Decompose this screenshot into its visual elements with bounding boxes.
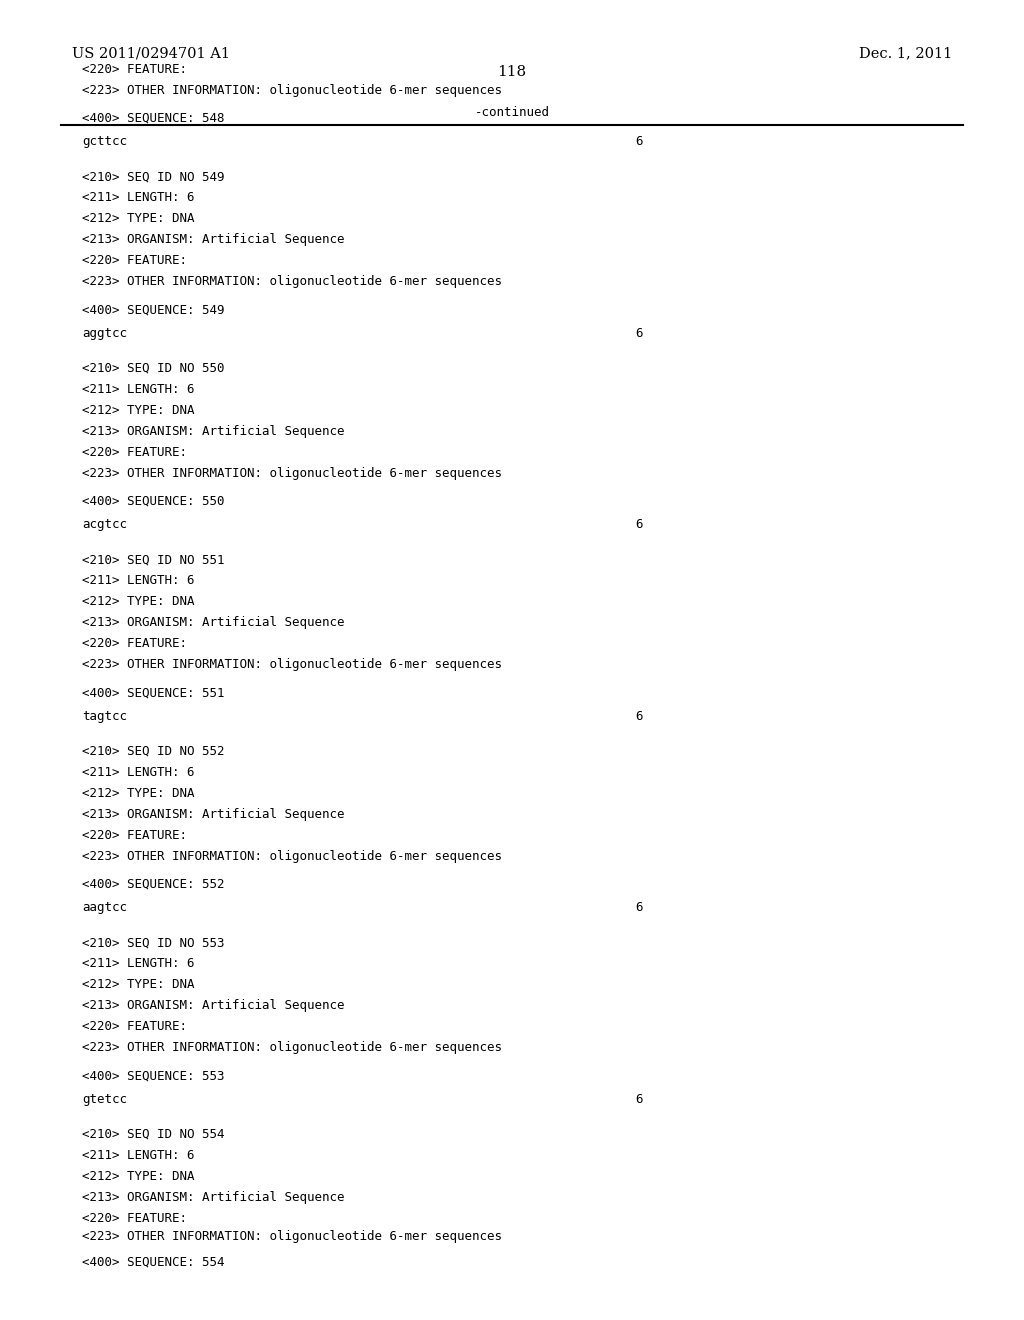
Text: gtetcc: gtetcc [82, 1093, 127, 1106]
Text: <220> FEATURE:: <220> FEATURE: [82, 1020, 187, 1034]
Text: <223> OTHER INFORMATION: oligonucleotide 6-mer sequences: <223> OTHER INFORMATION: oligonucleotide… [82, 275, 502, 288]
Text: <223> OTHER INFORMATION: oligonucleotide 6-mer sequences: <223> OTHER INFORMATION: oligonucleotide… [82, 1041, 502, 1055]
Text: <210> SEQ ID NO 551: <210> SEQ ID NO 551 [82, 553, 224, 566]
Text: 118: 118 [498, 65, 526, 79]
Text: <400> SEQUENCE: 549: <400> SEQUENCE: 549 [82, 304, 224, 315]
Text: <223> OTHER INFORMATION: oligonucleotide 6-mer sequences: <223> OTHER INFORMATION: oligonucleotide… [82, 467, 502, 479]
Text: <210> SEQ ID NO 552: <210> SEQ ID NO 552 [82, 744, 224, 758]
Text: <220> FEATURE:: <220> FEATURE: [82, 255, 187, 267]
Text: <210> SEQ ID NO 553: <210> SEQ ID NO 553 [82, 936, 224, 949]
Text: <211> LENGTH: 6: <211> LENGTH: 6 [82, 383, 195, 396]
Text: 6: 6 [635, 136, 642, 148]
Text: US 2011/0294701 A1: US 2011/0294701 A1 [72, 46, 229, 61]
Text: <213> ORGANISM: Artificial Sequence: <213> ORGANISM: Artificial Sequence [82, 808, 344, 821]
Text: aggtcc: aggtcc [82, 327, 127, 339]
Text: <212> TYPE: DNA: <212> TYPE: DNA [82, 213, 195, 226]
Text: <212> TYPE: DNA: <212> TYPE: DNA [82, 595, 195, 609]
Text: 6: 6 [635, 1093, 642, 1106]
Text: <212> TYPE: DNA: <212> TYPE: DNA [82, 787, 195, 800]
Text: gcttcc: gcttcc [82, 136, 127, 148]
Text: <210> SEQ ID NO 554: <210> SEQ ID NO 554 [82, 1129, 224, 1140]
Text: <400> SEQUENCE: 550: <400> SEQUENCE: 550 [82, 495, 224, 508]
Text: <223> OTHER INFORMATION: oligonucleotide 6-mer sequences: <223> OTHER INFORMATION: oligonucleotide… [82, 1230, 502, 1243]
Text: acgtcc: acgtcc [82, 519, 127, 532]
Text: <220> FEATURE:: <220> FEATURE: [82, 829, 187, 842]
Text: tagtcc: tagtcc [82, 710, 127, 723]
Text: 6: 6 [635, 902, 642, 915]
Text: <213> ORGANISM: Artificial Sequence: <213> ORGANISM: Artificial Sequence [82, 1191, 344, 1204]
Text: <400> SEQUENCE: 554: <400> SEQUENCE: 554 [82, 1255, 224, 1269]
Text: <223> OTHER INFORMATION: oligonucleotide 6-mer sequences: <223> OTHER INFORMATION: oligonucleotide… [82, 659, 502, 671]
Text: <220> FEATURE:: <220> FEATURE: [82, 1212, 187, 1225]
Text: <211> LENGTH: 6: <211> LENGTH: 6 [82, 191, 195, 205]
Text: <223> OTHER INFORMATION: oligonucleotide 6-mer sequences: <223> OTHER INFORMATION: oligonucleotide… [82, 850, 502, 863]
Text: aagtcc: aagtcc [82, 902, 127, 915]
Text: <210> SEQ ID NO 550: <210> SEQ ID NO 550 [82, 362, 224, 375]
Text: <223> OTHER INFORMATION: oligonucleotide 6-mer sequences: <223> OTHER INFORMATION: oligonucleotide… [82, 83, 502, 96]
Text: -continued: -continued [474, 106, 550, 119]
Text: <212> TYPE: DNA: <212> TYPE: DNA [82, 1170, 195, 1183]
Text: 6: 6 [635, 519, 642, 532]
Text: <210> SEQ ID NO 549: <210> SEQ ID NO 549 [82, 170, 224, 183]
Text: <211> LENGTH: 6: <211> LENGTH: 6 [82, 574, 195, 587]
Text: <211> LENGTH: 6: <211> LENGTH: 6 [82, 957, 195, 970]
Text: <213> ORGANISM: Artificial Sequence: <213> ORGANISM: Artificial Sequence [82, 616, 344, 630]
Text: <220> FEATURE:: <220> FEATURE: [82, 62, 187, 75]
Text: 6: 6 [635, 710, 642, 723]
Text: <220> FEATURE:: <220> FEATURE: [82, 446, 187, 458]
Text: <220> FEATURE:: <220> FEATURE: [82, 638, 187, 651]
Text: <213> ORGANISM: Artificial Sequence: <213> ORGANISM: Artificial Sequence [82, 234, 344, 246]
Text: <211> LENGTH: 6: <211> LENGTH: 6 [82, 766, 195, 779]
Text: <400> SEQUENCE: 548: <400> SEQUENCE: 548 [82, 111, 224, 124]
Text: <212> TYPE: DNA: <212> TYPE: DNA [82, 404, 195, 417]
Text: <400> SEQUENCE: 551: <400> SEQUENCE: 551 [82, 686, 224, 700]
Text: <400> SEQUENCE: 553: <400> SEQUENCE: 553 [82, 1069, 224, 1082]
Text: <213> ORGANISM: Artificial Sequence: <213> ORGANISM: Artificial Sequence [82, 425, 344, 438]
Text: Dec. 1, 2011: Dec. 1, 2011 [859, 46, 952, 61]
Text: <400> SEQUENCE: 552: <400> SEQUENCE: 552 [82, 878, 224, 891]
Text: <211> LENGTH: 6: <211> LENGTH: 6 [82, 1148, 195, 1162]
Text: <212> TYPE: DNA: <212> TYPE: DNA [82, 978, 195, 991]
Text: 6: 6 [635, 327, 642, 339]
Text: <213> ORGANISM: Artificial Sequence: <213> ORGANISM: Artificial Sequence [82, 999, 344, 1012]
